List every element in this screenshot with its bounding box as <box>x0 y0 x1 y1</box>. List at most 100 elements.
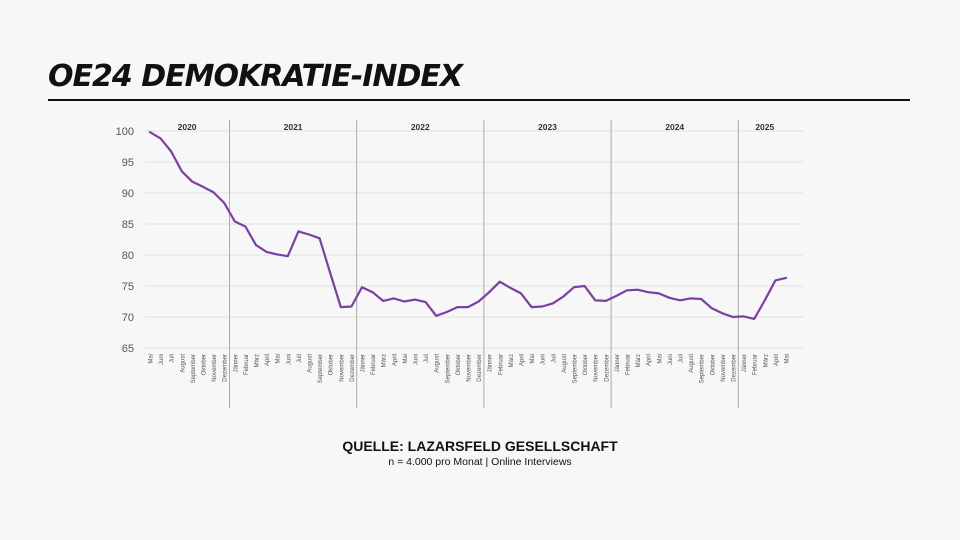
data-point <box>742 315 745 318</box>
data-point <box>180 170 183 173</box>
x-tick-label: September <box>318 354 324 383</box>
x-tick-label: November <box>594 354 600 382</box>
x-tick-label: August <box>689 354 695 373</box>
data-point <box>265 251 268 253</box>
x-tick-label: April <box>520 354 526 366</box>
x-tick-label: Juli <box>297 354 303 363</box>
data-point <box>763 299 766 302</box>
data-point <box>159 137 162 140</box>
x-tick-label: Jänner <box>615 354 621 372</box>
data-point <box>498 280 501 283</box>
x-tick-label: Oktober <box>329 354 335 375</box>
data-point <box>774 279 777 282</box>
x-tick-label: Dezember <box>350 354 356 382</box>
data-point <box>456 306 459 308</box>
x-tick-label: Juni <box>286 354 292 365</box>
data-point <box>244 225 247 228</box>
x-tick-label: August <box>562 354 568 373</box>
data-point <box>700 298 703 300</box>
year-dividers <box>229 120 739 408</box>
x-tick-label: Mai <box>149 354 155 364</box>
x-tick-label: Dezember <box>732 354 738 382</box>
x-tick-label: September <box>700 354 706 383</box>
year-label: 2024 <box>665 122 684 132</box>
data-point <box>785 277 787 279</box>
data-point <box>424 301 427 304</box>
x-tick-label: Februar <box>753 354 759 375</box>
x-axis: Mai Juni Juli August September Oktober Novembe… <box>149 354 791 384</box>
x-tick-label: April <box>265 354 271 366</box>
x-tick-label: November <box>339 354 345 382</box>
data-point <box>477 300 480 303</box>
y-tick-label: 75 <box>122 281 134 293</box>
y-tick-label: 100 <box>116 126 134 138</box>
data-point <box>382 299 385 302</box>
data-point <box>753 317 756 320</box>
x-tick-label: Juni <box>414 354 420 365</box>
x-tick-label: Mai <box>657 354 663 364</box>
x-tick-label: Oktober <box>456 354 462 375</box>
x-tick-label: September <box>573 354 579 383</box>
x-tick-label: Februar <box>498 354 504 375</box>
data-point <box>509 286 512 289</box>
data-point <box>583 285 586 287</box>
data-point <box>212 191 215 194</box>
y-tick-label: 65 <box>122 343 134 355</box>
data-point <box>202 185 204 188</box>
x-tick-label: Juni <box>541 354 547 365</box>
x-tick-label: März <box>509 354 515 367</box>
y-tick-label: 85 <box>122 219 134 231</box>
x-tick-label: Dezember <box>604 354 610 382</box>
data-point <box>350 305 353 308</box>
x-tick-label: Juni <box>668 354 674 365</box>
x-tick-label: April <box>392 354 398 366</box>
x-tick-label: März <box>763 354 769 367</box>
data-point <box>414 298 416 301</box>
x-tick-label: September <box>191 354 197 383</box>
x-tick-label: Februar <box>626 354 632 375</box>
data-point <box>721 312 724 315</box>
x-tick-label: Oktober <box>710 354 716 375</box>
data-point <box>149 131 151 134</box>
x-tick-label: Mai <box>785 354 791 364</box>
data-point <box>636 288 639 291</box>
data-point <box>626 289 628 292</box>
x-tick-label: November <box>212 354 218 382</box>
data-point <box>435 314 438 317</box>
x-tick-label: März <box>255 354 261 367</box>
series-line-path <box>148 131 788 320</box>
data-point <box>647 291 650 294</box>
data-point <box>233 220 236 223</box>
page-title: OE24 DEMOKRATIE-INDEX <box>48 59 463 94</box>
data-point <box>329 272 332 274</box>
data-point <box>297 230 300 233</box>
year-labels: 2020 2021 2022 2023 2024 2025 <box>178 122 775 132</box>
data-point <box>488 291 491 294</box>
data-point <box>170 150 173 153</box>
x-tick-label: Mai <box>530 354 536 364</box>
x-tick-label: November <box>721 354 727 382</box>
x-tick-label: März <box>382 354 388 367</box>
x-tick-label: Februar <box>371 354 377 375</box>
data-point <box>732 316 734 318</box>
data-point <box>308 233 310 236</box>
x-tick-label: Juli <box>170 354 176 363</box>
x-tick-label: September <box>445 354 451 383</box>
x-tick-label: Jänner <box>742 354 748 372</box>
data-point <box>255 244 257 246</box>
x-tick-label: Juni <box>159 354 165 365</box>
source-subtitle: n = 4.000 pro Monat | Online Interviews <box>388 456 572 468</box>
x-tick-label: Dezember <box>223 354 229 382</box>
year-label: 2023 <box>538 122 557 132</box>
x-tick-label: Jänner <box>488 354 494 372</box>
data-point <box>339 306 342 308</box>
x-tick-label: August <box>180 354 186 373</box>
data-point <box>371 291 374 294</box>
y-axis: 65 70 75 80 85 90 95 100 <box>116 126 134 355</box>
data-point <box>657 292 660 295</box>
data-point <box>562 295 565 298</box>
y-tick-label: 95 <box>122 157 134 169</box>
y-tick-label: 70 <box>122 312 134 324</box>
x-tick-label: Jänner <box>361 354 367 372</box>
